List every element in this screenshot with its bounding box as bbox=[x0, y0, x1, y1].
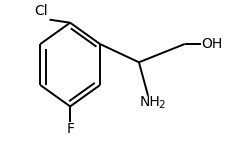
Text: OH: OH bbox=[201, 37, 222, 51]
Text: 2: 2 bbox=[157, 100, 164, 110]
Text: NH: NH bbox=[139, 95, 160, 109]
Text: F: F bbox=[66, 122, 74, 136]
Text: Cl: Cl bbox=[35, 4, 48, 18]
